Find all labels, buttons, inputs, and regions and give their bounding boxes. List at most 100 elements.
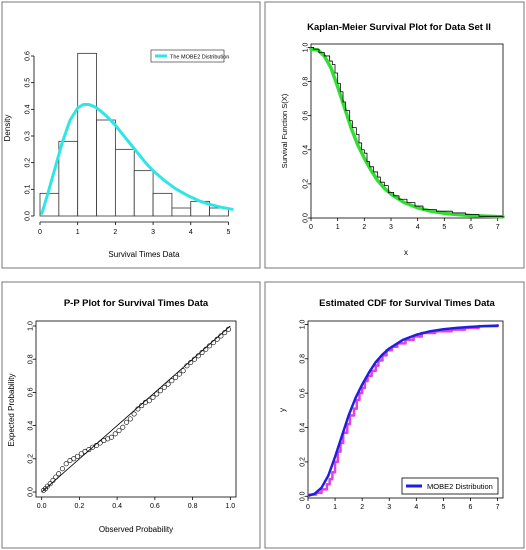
pp-point bbox=[203, 346, 209, 352]
y-axis-label: Survival Function S(X) bbox=[280, 93, 289, 168]
pp-point bbox=[165, 381, 171, 387]
pp-point bbox=[225, 326, 231, 332]
pp-point bbox=[78, 451, 84, 457]
y-tick-label: 0.4 bbox=[28, 421, 35, 431]
fitted-survival-curve bbox=[309, 47, 505, 219]
histogram-bar bbox=[114, 148, 135, 217]
x-tick-label: 6 bbox=[469, 504, 473, 511]
empirical-cdf-curve bbox=[308, 324, 499, 496]
pp-point bbox=[158, 388, 164, 394]
y-tick-label: 0.1 bbox=[25, 184, 32, 194]
x-tick-label: 1.0 bbox=[225, 503, 235, 510]
y-tick-label: 0.0 bbox=[25, 211, 32, 221]
x-tick-label: 4 bbox=[414, 504, 418, 511]
pp-point bbox=[47, 481, 53, 487]
histogram-bar bbox=[152, 192, 173, 217]
pp-point bbox=[120, 424, 126, 430]
x-tick-label: 5 bbox=[442, 224, 446, 231]
y-tick-label: 0.0 bbox=[300, 491, 307, 501]
pp-point bbox=[169, 378, 175, 384]
histogram-bar bbox=[77, 52, 97, 217]
y-tick-label: 0.2 bbox=[28, 454, 35, 464]
y-tick-label: 0.5 bbox=[25, 78, 32, 88]
x-tick-label: 0.2 bbox=[75, 503, 85, 510]
histogram-bar bbox=[58, 140, 79, 217]
reference-line bbox=[41, 325, 231, 493]
panel-border bbox=[1, 281, 261, 549]
pp-point bbox=[112, 431, 118, 437]
plot-frame bbox=[310, 43, 504, 219]
pp-point bbox=[176, 371, 182, 377]
x-tick-label: 7 bbox=[496, 504, 500, 511]
pp-point bbox=[161, 384, 167, 390]
pp-point bbox=[124, 419, 130, 425]
x-tick-label: 5 bbox=[441, 504, 445, 511]
pp-point bbox=[127, 416, 133, 422]
pp-point bbox=[50, 477, 56, 483]
pp-point bbox=[56, 471, 62, 477]
pp-point bbox=[173, 374, 179, 380]
x-axis-label: Observed Probability bbox=[99, 525, 173, 534]
pp-point bbox=[42, 486, 48, 492]
legend-entry: MOBE2 Distribution bbox=[427, 482, 493, 491]
pp-point bbox=[116, 428, 122, 434]
panel-cdf: Estimated CDF for Survival Times Data y … bbox=[264, 281, 525, 549]
x-tick-label: 1 bbox=[76, 229, 80, 236]
histogram-bar bbox=[96, 119, 116, 217]
x-tick-label: 2 bbox=[113, 229, 117, 236]
y-tick-label: 1.0 bbox=[300, 319, 307, 329]
pp-point bbox=[184, 363, 190, 369]
plot-frame bbox=[307, 320, 504, 499]
y-tick-label: 0.8 bbox=[300, 354, 307, 364]
x-tick-label: 6 bbox=[469, 224, 473, 231]
density-curve bbox=[40, 103, 234, 215]
pp-point bbox=[210, 340, 216, 346]
x-tick-label: 2 bbox=[360, 504, 364, 511]
legend-box bbox=[401, 477, 499, 495]
pp-point bbox=[59, 466, 65, 472]
x-tick-label: 5 bbox=[227, 229, 231, 236]
pp-point bbox=[75, 453, 81, 459]
pp-point bbox=[191, 356, 197, 362]
pp-point bbox=[71, 456, 77, 462]
x-tick-label: 0 bbox=[306, 504, 310, 511]
pp-point bbox=[146, 398, 152, 404]
x-axis-label: x bbox=[404, 248, 408, 257]
x-tick-label: 0 bbox=[38, 229, 42, 236]
y-tick-label: 0.8 bbox=[28, 354, 35, 364]
y-tick-label: 0.6 bbox=[25, 51, 32, 61]
legend: MOBE2 Distribution bbox=[401, 477, 499, 495]
panel-kaplan-meier: Kaplan-Meier Survival Plot for Data Set … bbox=[264, 1, 525, 269]
y-axis-label: y bbox=[278, 408, 287, 412]
y-tick-label: 0.6 bbox=[28, 387, 35, 397]
pp-point bbox=[135, 406, 141, 412]
y-tick-label: 0.4 bbox=[300, 423, 307, 433]
x-tick-label: 3 bbox=[387, 504, 391, 511]
pp-point bbox=[218, 333, 224, 339]
y-tick-label: 0.3 bbox=[25, 131, 32, 141]
histogram-bar bbox=[133, 170, 154, 217]
pp-point bbox=[207, 343, 213, 349]
x-tick-label: 1 bbox=[336, 224, 340, 231]
y-tick-label: 0.0 bbox=[28, 487, 35, 497]
pp-point bbox=[199, 350, 205, 356]
chart-title: P-P Plot for Survival Times Data bbox=[64, 298, 209, 309]
kaplan-meier-step-curve bbox=[310, 47, 504, 218]
y-tick-label: 0.6 bbox=[303, 111, 310, 121]
pp-point bbox=[139, 403, 145, 409]
x-tick-label: 0 bbox=[309, 224, 313, 231]
pp-point bbox=[195, 353, 201, 359]
pp-point bbox=[108, 434, 114, 440]
y-tick-label: 0.6 bbox=[300, 388, 307, 398]
x-tick-label: 3 bbox=[151, 229, 155, 236]
x-tick-label: 4 bbox=[416, 224, 420, 231]
y-tick-label: 0.2 bbox=[300, 457, 307, 467]
y-tick-label: 1.0 bbox=[28, 321, 35, 331]
y-tick-label: 0.0 bbox=[303, 213, 310, 223]
x-tick-label: 0.0 bbox=[37, 503, 47, 510]
x-tick-label: 2 bbox=[362, 224, 366, 231]
pp-point bbox=[93, 443, 99, 449]
y-axis-label: Density bbox=[3, 115, 12, 142]
x-tick-label: 3 bbox=[389, 224, 393, 231]
chart-title: Kaplan-Meier Survival Plot for Data Set … bbox=[307, 22, 491, 33]
